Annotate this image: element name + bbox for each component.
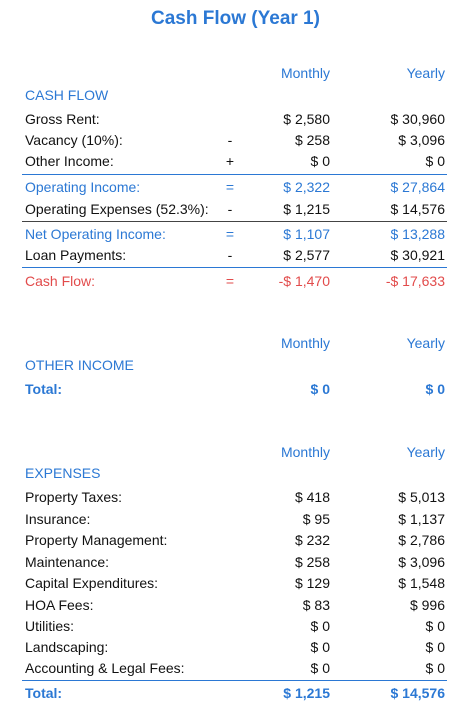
row-label: Total: <box>25 685 63 701</box>
expense-row-hoa-fees: HOA Fees: $ 83 $ 996 <box>25 595 445 615</box>
section-label-other-income: OTHER INCOME <box>25 357 134 373</box>
monthly-column-header: Monthly <box>280 335 330 351</box>
row-yearly-value: $ 3,096 <box>398 132 445 148</box>
row-label: Capital Expenditures: <box>25 575 159 591</box>
cash-flow-row-cash-flow: Cash Flow: = -$ 1,470 -$ 17,633 <box>25 271 445 291</box>
row-monthly-value: $ 129 <box>294 575 330 591</box>
row-yearly-value: $ 3,096 <box>398 554 445 570</box>
row-monthly-value: $ 95 <box>302 511 330 527</box>
section-label-expenses: EXPENSES <box>25 465 101 481</box>
row-label: Maintenance: <box>25 554 110 570</box>
row-monthly-value: $ 418 <box>294 489 330 505</box>
row-monthly-value: $ 0 <box>310 618 330 634</box>
row-operator: - <box>227 132 233 148</box>
row-monthly-value: $ 0 <box>310 153 330 169</box>
divider <box>22 680 447 681</box>
other-income-total-row: Total: $ 0 $ 0 <box>25 379 445 399</box>
row-operator: = <box>225 273 235 289</box>
row-monthly-value: -$ 1,470 <box>278 273 330 289</box>
cash-flow-row-net-operating-income: Net Operating Income: = $ 1,107 $ 13,288 <box>25 224 445 244</box>
yearly-column-header: Yearly <box>406 335 445 351</box>
row-monthly-value: $ 0 <box>310 660 330 676</box>
row-yearly-value: $ 5,013 <box>398 489 445 505</box>
row-label: Vacancy (10%): <box>25 132 123 148</box>
row-operator: = <box>225 226 235 242</box>
monthly-column-header: Monthly <box>280 444 330 460</box>
row-label: Property Management: <box>25 532 168 548</box>
expense-row-insurance: Insurance: $ 95 $ 1,137 <box>25 509 445 529</box>
row-yearly-value: $ 0 <box>425 639 445 655</box>
expense-row-accounting-legal: Accounting & Legal Fees: $ 0 $ 0 <box>25 658 445 678</box>
row-label: Other Income: <box>25 153 114 169</box>
row-yearly-value: $ 1,137 <box>398 511 445 527</box>
row-yearly-value: $ 30,921 <box>390 247 446 263</box>
row-yearly-value: $ 27,864 <box>390 179 446 195</box>
row-operator: = <box>225 179 235 195</box>
row-monthly-value: $ 1,107 <box>283 226 330 242</box>
row-label: Loan Payments: <box>25 247 127 263</box>
row-yearly-value: $ 30,960 <box>390 111 446 127</box>
row-monthly-value: $ 232 <box>294 532 330 548</box>
row-label: Utilities: <box>25 618 75 634</box>
row-yearly-value: $ 1,548 <box>398 575 445 591</box>
divider <box>22 221 447 222</box>
cash-flow-row-gross-rent: Gross Rent: $ 2,580 $ 30,960 <box>25 109 445 129</box>
yearly-column-header: Yearly <box>406 444 445 460</box>
expense-row-maintenance: Maintenance: $ 258 $ 3,096 <box>25 552 445 572</box>
row-yearly-value: $ 14,576 <box>390 201 446 217</box>
row-yearly-value: $ 996 <box>409 597 445 613</box>
expense-row-landscaping: Landscaping: $ 0 $ 0 <box>25 637 445 657</box>
row-yearly-value: -$ 17,633 <box>385 273 445 289</box>
expense-row-property-taxes: Property Taxes: $ 418 $ 5,013 <box>25 487 445 507</box>
expense-row-utilities: Utilities: $ 0 $ 0 <box>25 616 445 636</box>
row-label: Operating Income: <box>25 179 141 195</box>
row-label: Operating Expenses (52.3%): <box>25 201 209 217</box>
cash-flow-row-operating-expenses: Operating Expenses (52.3%): - $ 1,215 $ … <box>25 199 445 219</box>
row-operator: - <box>227 247 233 263</box>
row-yearly-value: $ 0 <box>425 153 445 169</box>
row-monthly-value: $ 83 <box>302 597 330 613</box>
row-label: Total: <box>25 381 63 397</box>
divider <box>22 174 447 175</box>
cash-flow-row-operating-income: Operating Income: = $ 2,322 $ 27,864 <box>25 177 445 197</box>
monthly-column-header: Monthly <box>280 65 330 81</box>
cash-flow-row-loan-payments: Loan Payments: - $ 2,577 $ 30,921 <box>25 245 445 265</box>
row-monthly-value: $ 0 <box>310 381 330 397</box>
expense-row-capital-expenditures: Capital Expenditures: $ 129 $ 1,548 <box>25 573 445 593</box>
yearly-column-header: Yearly <box>406 65 445 81</box>
row-operator: - <box>227 201 233 217</box>
row-operator: + <box>225 153 235 169</box>
row-label: Net Operating Income: <box>25 226 166 242</box>
cash-flow-row-other-income: Other Income: + $ 0 $ 0 <box>25 151 445 171</box>
divider <box>22 267 447 268</box>
row-label: Accounting & Legal Fees: <box>25 660 185 676</box>
row-label: Landscaping: <box>25 639 109 655</box>
row-monthly-value: $ 1,215 <box>283 685 330 701</box>
row-monthly-value: $ 2,577 <box>283 247 330 263</box>
row-yearly-value: $ 14,576 <box>390 685 446 701</box>
expenses-total-row: Total: $ 1,215 $ 14,576 <box>25 683 445 703</box>
row-monthly-value: $ 258 <box>294 554 330 570</box>
section-label-cash-flow: CASH FLOW <box>25 87 109 103</box>
row-label: HOA Fees: <box>25 597 94 613</box>
row-yearly-value: $ 2,786 <box>398 532 445 548</box>
row-label: Insurance: <box>25 511 91 527</box>
row-monthly-value: $ 2,580 <box>283 111 330 127</box>
row-monthly-value: $ 258 <box>294 132 330 148</box>
row-monthly-value: $ 2,322 <box>283 179 330 195</box>
cash-flow-row-vacancy: Vacancy (10%): - $ 258 $ 3,096 <box>25 130 445 150</box>
row-monthly-value: $ 1,215 <box>283 201 330 217</box>
page-title: Cash Flow (Year 1) <box>151 8 320 29</box>
row-label: Gross Rent: <box>25 111 100 127</box>
row-yearly-value: $ 13,288 <box>390 226 446 242</box>
row-label: Cash Flow: <box>25 273 96 289</box>
expense-row-property-management: Property Management: $ 232 $ 2,786 <box>25 530 445 550</box>
row-yearly-value: $ 0 <box>425 660 445 676</box>
row-label: Property Taxes: <box>25 489 123 505</box>
row-monthly-value: $ 0 <box>310 639 330 655</box>
row-yearly-value: $ 0 <box>425 618 445 634</box>
row-yearly-value: $ 0 <box>425 381 445 397</box>
